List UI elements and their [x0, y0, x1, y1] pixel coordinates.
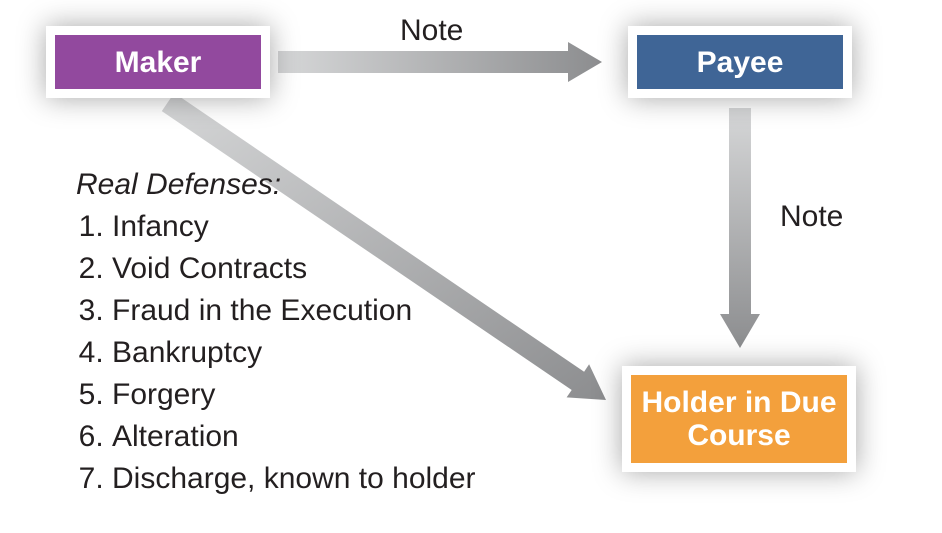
node-holder: Holder in Due Course	[622, 366, 856, 472]
edge-label-maker-payee: Note	[400, 14, 463, 48]
defense-item: Bankruptcy	[112, 332, 476, 374]
edge-label-payee-holder: Note	[780, 200, 843, 234]
node-maker: Maker	[46, 26, 270, 98]
node-maker-label: Maker	[115, 46, 202, 79]
arrow-maker-payee	[278, 42, 602, 82]
real-defenses-block: Real Defenses: InfancyVoid ContractsFrau…	[76, 168, 476, 500]
arrow-payee-holder	[720, 108, 760, 348]
defense-item: Forgery	[112, 374, 476, 416]
node-payee-label: Payee	[697, 46, 784, 79]
defense-item: Discharge, known to holder	[112, 458, 476, 500]
defense-item: Alteration	[112, 416, 476, 458]
defense-item: Infancy	[112, 206, 476, 248]
node-holder-label: Holder in Due Course	[631, 386, 847, 452]
node-payee: Payee	[628, 26, 852, 98]
real-defenses-list: InfancyVoid ContractsFraud in the Execut…	[76, 206, 476, 500]
defense-item: Void Contracts	[112, 248, 476, 290]
diagram-stage: Maker Payee Holder in Due Course Note No…	[0, 0, 942, 533]
defense-item: Fraud in the Execution	[112, 290, 476, 332]
real-defenses-title: Real Defenses:	[76, 168, 476, 202]
